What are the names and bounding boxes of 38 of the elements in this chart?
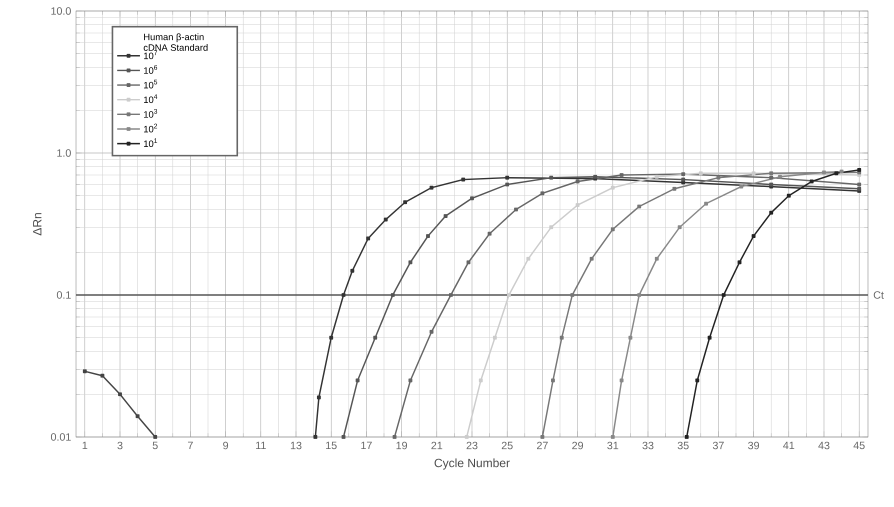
legend-label: 10$^{6}$ bbox=[144, 65, 158, 74]
legend-label: 10$^{1}$ bbox=[144, 138, 158, 148]
x-tick-label: 43 bbox=[818, 442, 830, 450]
x-tick-label: 27 bbox=[537, 442, 548, 450]
x-tick-label: 5 bbox=[152, 442, 158, 450]
y-tick-label: 1.0 bbox=[57, 149, 71, 157]
legend-label: 10$^{3}$ bbox=[144, 108, 158, 118]
y-tick-label: 10.0 bbox=[51, 7, 71, 15]
x-tick-label: 29 bbox=[572, 442, 584, 450]
ref-line-label: Ct bbox=[874, 291, 884, 299]
x-tick-label: 21 bbox=[431, 442, 442, 450]
legend-title: Human β-actin cDNA Standard bbox=[144, 33, 208, 51]
y-axis-title: ΔRn bbox=[33, 213, 42, 236]
x-tick-label: 41 bbox=[783, 442, 794, 450]
x-tick-label: 9 bbox=[223, 442, 228, 450]
legend-label: 10$^{7}$ bbox=[144, 50, 158, 60]
legend-label: 10$^{4}$ bbox=[144, 94, 158, 104]
x-tick-label: 35 bbox=[678, 442, 689, 450]
y-tick-label: 0.1 bbox=[56, 291, 71, 299]
legend-label: 10$^{5}$ bbox=[144, 80, 158, 88]
x-tick-label: 39 bbox=[748, 442, 760, 450]
x-tick-label: 13 bbox=[290, 442, 302, 450]
legend-label: 10$^{2}$ bbox=[144, 124, 158, 132]
x-tick-label: 31 bbox=[607, 442, 618, 450]
x-tick-label: 19 bbox=[396, 442, 408, 450]
x-tick-label: 45 bbox=[854, 442, 865, 450]
x-tick-label: 23 bbox=[466, 442, 478, 450]
x-tick-label: 7 bbox=[188, 442, 193, 450]
x-tick-label: 3 bbox=[117, 442, 122, 450]
x-tick-label: 17 bbox=[361, 442, 372, 450]
x-axis-title: Cycle Number bbox=[434, 458, 510, 470]
x-tick-label: 15 bbox=[326, 442, 337, 450]
x-tick-label: 11 bbox=[256, 442, 266, 450]
y-tick-label: 0.01 bbox=[50, 433, 71, 441]
x-tick-label: 37 bbox=[712, 442, 724, 450]
x-tick-label: 1 bbox=[82, 442, 88, 450]
x-tick-label: 25 bbox=[502, 442, 513, 450]
x-tick-label: 33 bbox=[642, 442, 654, 450]
